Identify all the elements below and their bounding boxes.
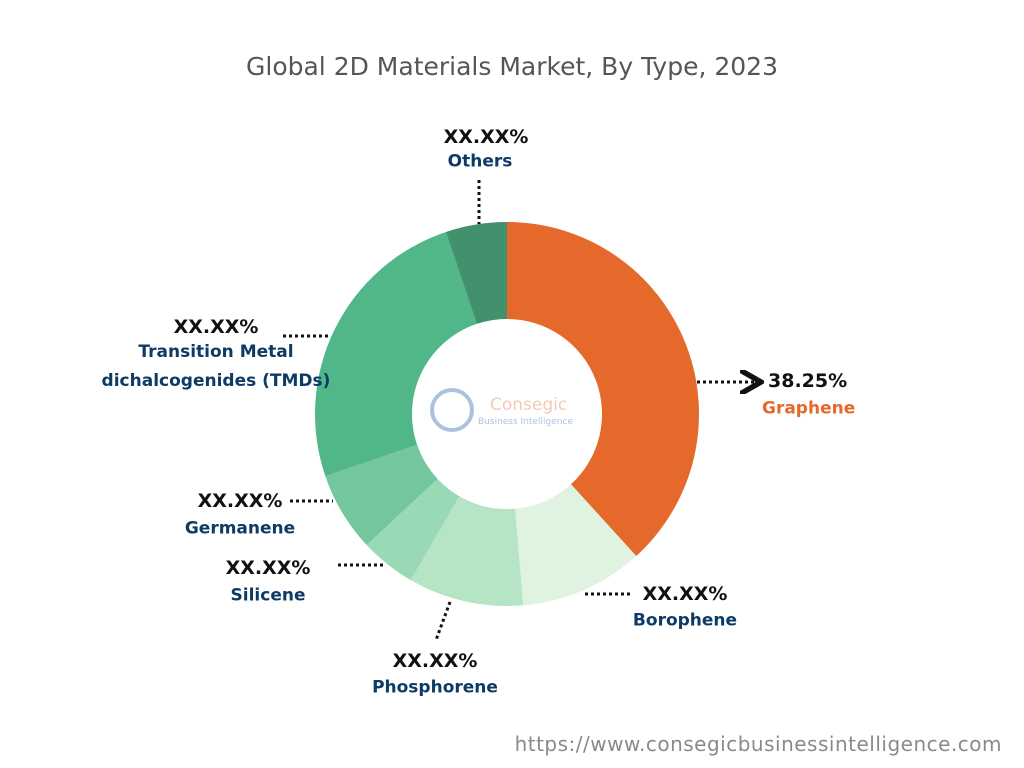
donut-slice bbox=[507, 222, 700, 557]
category-label: Silicene bbox=[230, 585, 306, 606]
value-label: XX.XX% bbox=[197, 490, 283, 512]
category-label: Transition Metal dichalcogenides (TMDs) bbox=[101, 342, 331, 391]
category-label: Others bbox=[447, 151, 513, 172]
category-label: Graphene bbox=[762, 398, 856, 419]
donut-slice bbox=[515, 484, 637, 606]
value-label: XX.XX% bbox=[642, 583, 728, 605]
donut-slice bbox=[315, 231, 477, 477]
chart-title: Global 2D Materials Market, By Type, 202… bbox=[246, 52, 778, 81]
donut-slice bbox=[445, 222, 507, 324]
donut-slice bbox=[410, 496, 524, 606]
watermark-subtext: Business Intelligence bbox=[478, 417, 573, 427]
donut-slice bbox=[366, 478, 460, 581]
value-label: 38.25% bbox=[768, 370, 848, 392]
watermark-text: Consegic bbox=[490, 395, 567, 415]
value-label: XX.XX% bbox=[443, 126, 529, 148]
source-url: https://www.consegicbusinessintelligence… bbox=[514, 732, 1002, 756]
leader-line bbox=[434, 601, 452, 641]
value-label: XX.XX% bbox=[173, 316, 259, 338]
value-label: XX.XX% bbox=[392, 650, 478, 672]
donut-slice bbox=[325, 444, 438, 545]
category-label: Borophene bbox=[632, 610, 738, 631]
category-label: Phosphorene bbox=[372, 677, 498, 698]
value-label: XX.XX% bbox=[225, 557, 311, 579]
category-label: Germanene bbox=[184, 518, 296, 539]
watermark-logo: Consegic Business Intelligence bbox=[430, 388, 573, 432]
